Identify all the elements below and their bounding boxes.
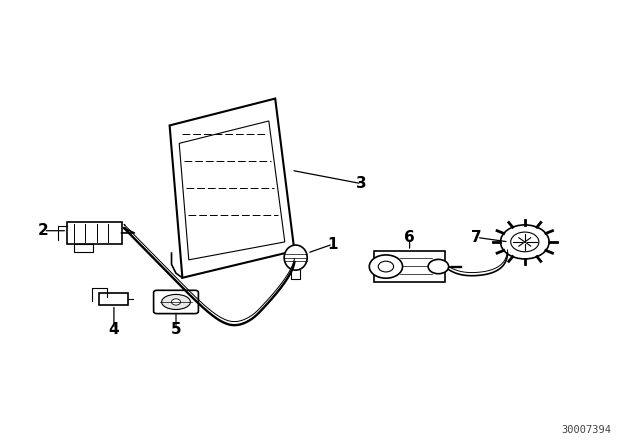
Text: 3: 3	[356, 176, 367, 191]
Text: 2: 2	[38, 223, 49, 238]
Circle shape	[369, 255, 403, 278]
Circle shape	[428, 259, 449, 274]
Circle shape	[500, 225, 549, 259]
FancyBboxPatch shape	[154, 290, 198, 314]
Bar	[99, 293, 128, 305]
Text: 5: 5	[171, 322, 181, 337]
Circle shape	[511, 232, 539, 252]
Ellipse shape	[161, 294, 191, 310]
Bar	[374, 251, 445, 282]
Circle shape	[378, 261, 394, 272]
Text: 7: 7	[472, 230, 482, 245]
Bar	[67, 222, 122, 244]
Ellipse shape	[284, 245, 307, 270]
Text: 1: 1	[328, 237, 338, 252]
Text: 6: 6	[404, 230, 415, 245]
Bar	[74, 244, 93, 252]
Text: 30007394: 30007394	[561, 426, 611, 435]
Circle shape	[172, 299, 180, 305]
Text: 4: 4	[109, 322, 119, 337]
